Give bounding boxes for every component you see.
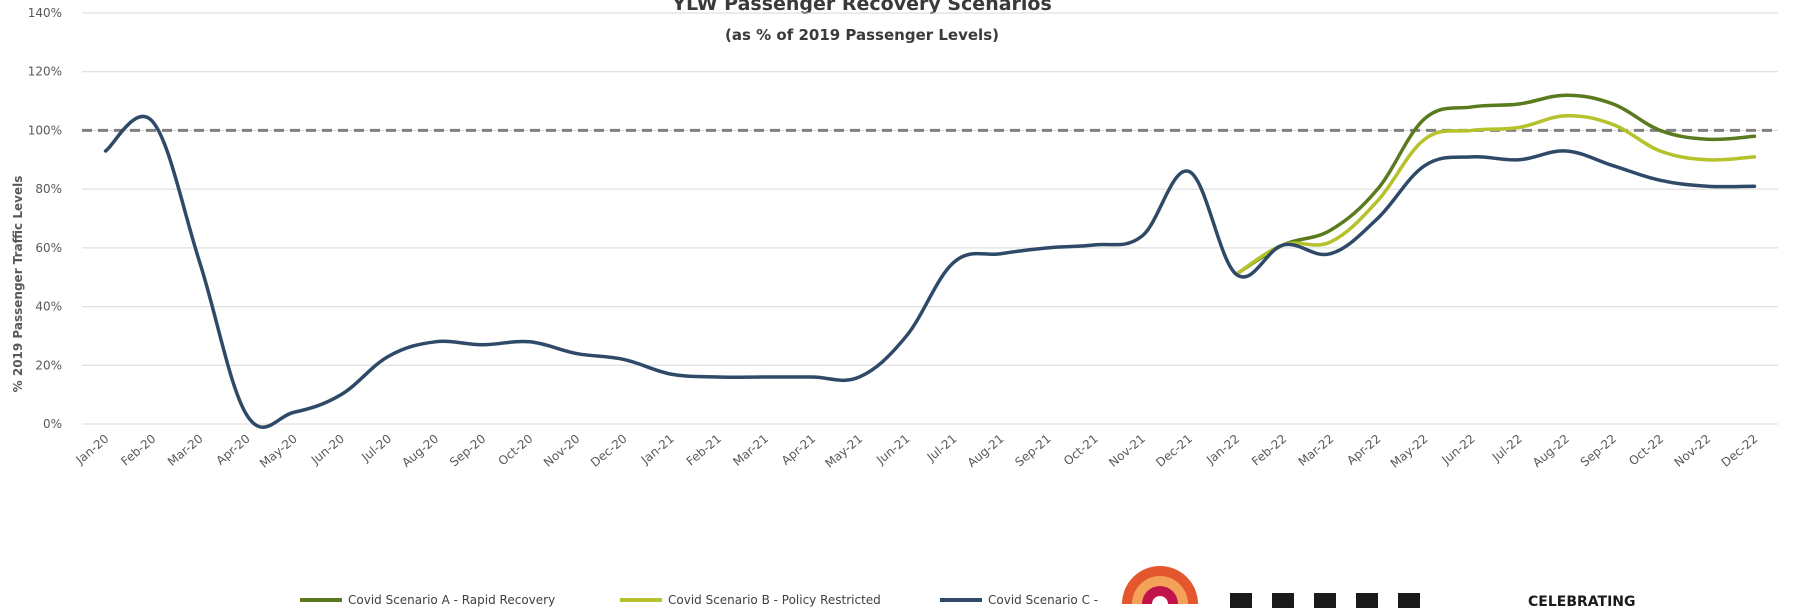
- legend: Covid Scenario A - Rapid Recovery Covid S…: [300, 593, 1098, 607]
- gridlines: [82, 12, 1778, 425]
- series-line-a: [1234, 93, 1757, 277]
- x-tick-label: Apr-20: [213, 432, 252, 468]
- legend-label: Covid Scenario B - Policy Restricted: [668, 593, 881, 607]
- y-tick-label: 120%: [28, 65, 62, 79]
- x-tick-label: Aug-21: [965, 432, 1007, 470]
- chart-subtitle: (as % of 2019 Passenger Levels): [725, 26, 999, 44]
- logo: CELEBRATING: [1122, 566, 1636, 608]
- series-line-c: [103, 114, 1757, 429]
- x-tick-label: Apr-21: [779, 432, 818, 468]
- x-tick-label: Dec-22: [1719, 432, 1761, 470]
- x-tick-label: May-20: [257, 432, 300, 471]
- series-lines: [103, 93, 1757, 429]
- x-tick-label: Jan-22: [1203, 432, 1242, 468]
- x-tick-label: Oct-20: [496, 432, 536, 469]
- x-tick-label: Nov-20: [541, 432, 583, 470]
- logo-block: [1230, 593, 1252, 608]
- x-tick-label: Jul-22: [1489, 432, 1525, 465]
- y-tick-label: 80%: [35, 182, 62, 196]
- x-tick-label: Sep-20: [447, 432, 488, 470]
- x-tick-label: Jun-20: [308, 432, 347, 468]
- x-tick-label: Mar-21: [730, 432, 771, 469]
- y-tick-label: 0%: [43, 417, 62, 431]
- x-tick-label: Mar-22: [1296, 432, 1337, 469]
- x-tick-label: Oct-22: [1626, 432, 1666, 469]
- logo-block: [1398, 593, 1420, 608]
- x-tick-label: Feb-22: [1249, 432, 1289, 469]
- x-tick-label: Mar-20: [165, 432, 206, 469]
- x-tick-labels: Jan-20 Feb-20 Mar-20 Apr-20 May-20 Jun-20 Jul-…: [73, 432, 1761, 471]
- x-tick-label: Oct-21: [1061, 432, 1101, 469]
- chart-title: YLW Passenger Recovery Scenarios: [671, 0, 1052, 15]
- x-tick-label: Sep-22: [1578, 432, 1619, 470]
- y-tick-label: 100%: [28, 123, 62, 137]
- x-tick-label: Jun-22: [1439, 432, 1478, 468]
- logo-block: [1356, 593, 1378, 608]
- logo-block: [1272, 593, 1294, 608]
- y-tick-label: 60%: [35, 241, 62, 255]
- x-tick-label: Dec-21: [1153, 432, 1195, 470]
- logo-block: [1314, 593, 1336, 608]
- x-tick-label: Jul-21: [924, 432, 960, 465]
- x-tick-label: May-21: [822, 432, 865, 471]
- logo-text: CELEBRATING: [1528, 594, 1636, 608]
- x-tick-label: Apr-22: [1344, 432, 1383, 468]
- logo-mark: [1122, 566, 1198, 604]
- y-axis-label: % 2019 Passenger Traffic Levels: [11, 176, 25, 393]
- x-tick-label: Aug-22: [1530, 432, 1572, 470]
- x-tick-label: Feb-21: [684, 432, 724, 469]
- legend-label: Covid Scenario C -: [988, 593, 1098, 607]
- x-tick-label: Sep-21: [1012, 432, 1053, 470]
- x-tick-label: Jan-20: [73, 432, 112, 468]
- x-tick-label: Feb-20: [118, 432, 158, 469]
- legend-label: Covid Scenario A - Rapid Recovery: [348, 593, 555, 607]
- x-tick-label: Aug-20: [399, 432, 441, 470]
- x-tick-label: Jun-21: [873, 432, 912, 468]
- y-tick-label: 40%: [35, 300, 62, 314]
- x-tick-label: May-22: [1388, 432, 1431, 471]
- x-tick-label: Nov-21: [1106, 432, 1148, 470]
- x-tick-label: Jul-20: [358, 432, 394, 465]
- x-tick-label: Nov-22: [1672, 432, 1714, 470]
- y-tick-labels: 0% 20% 40% 60% 80% 100% 120% 140%: [28, 6, 62, 431]
- y-tick-label: 20%: [35, 358, 62, 372]
- x-tick-label: Jan-21: [638, 432, 677, 468]
- y-tick-label: 140%: [28, 6, 62, 20]
- x-tick-label: Dec-20: [588, 432, 630, 470]
- series-line-b: [1234, 113, 1757, 277]
